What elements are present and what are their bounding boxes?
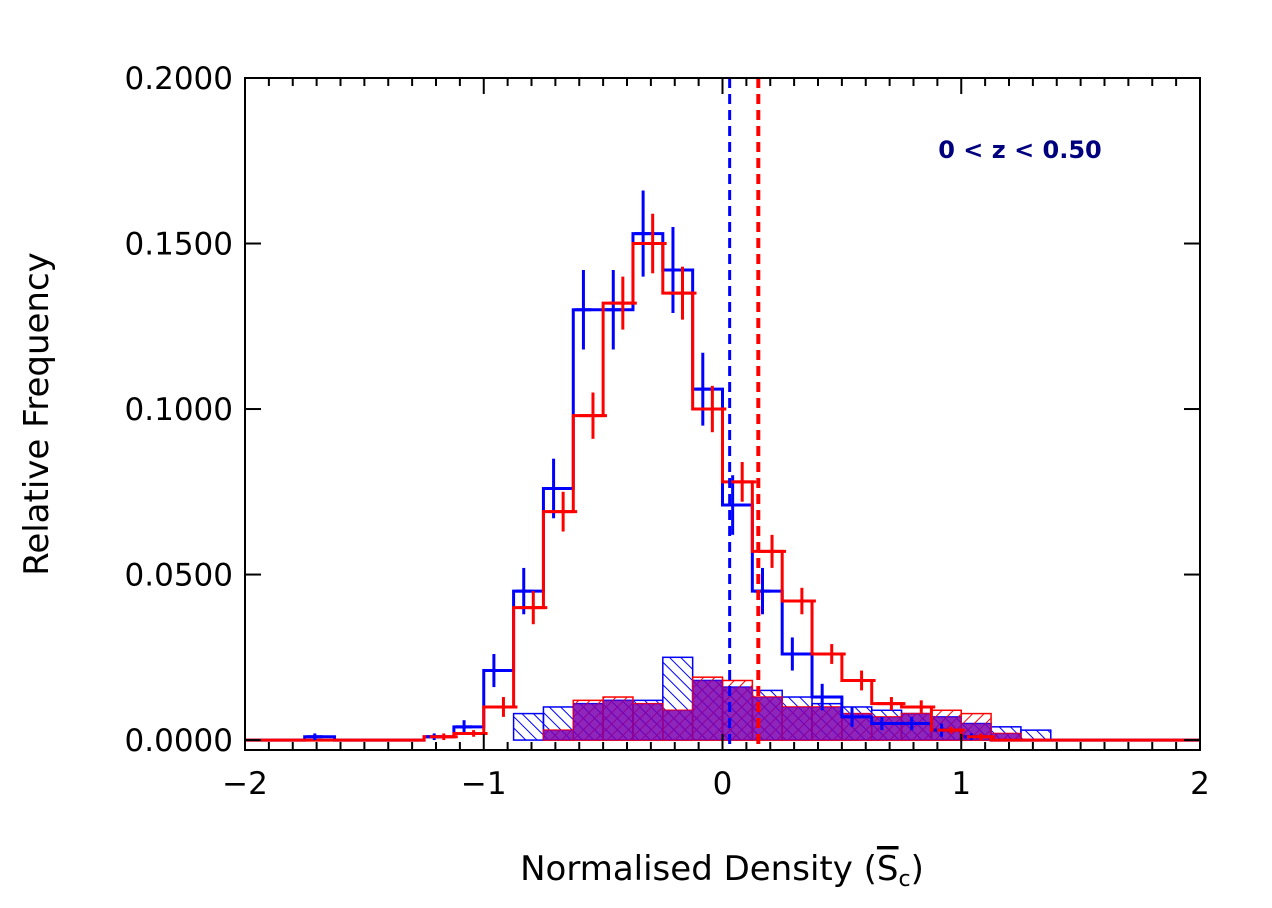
y-axis-tick-labels: 0.0000 0.0500 0.1000 0.1500 0.2000: [125, 61, 233, 759]
svg-text:Normalised Density (Sc): Normalised Density (Sc): [520, 849, 924, 892]
overlap-bar: [692, 680, 723, 741]
y-axis-ticks: [245, 77, 1200, 742]
overlap-bars: [543, 680, 1021, 741]
overlap-bar: [901, 713, 932, 741]
y-tick-label: 0.0000: [125, 723, 233, 759]
overlap-bar: [871, 716, 902, 741]
overlap-bar: [812, 706, 842, 741]
y-tick-label: 0.1000: [125, 392, 233, 428]
x-axis-title-symbol: S: [877, 849, 899, 889]
x-axis-ticks: [244, 78, 1201, 750]
median-lines: [728, 78, 761, 750]
y-axis-title: Relative Frequency: [17, 252, 57, 576]
y-tick-label: 0.0500: [125, 558, 233, 594]
overlap-bar: [662, 710, 693, 741]
y-tick-label: 0.2000: [125, 61, 233, 97]
x-axis-title-subscript: c: [899, 867, 911, 892]
blue-subset-bar: [512, 712, 545, 741]
redshift-annotation: 0 < z < 0.50: [938, 136, 1102, 164]
overlap-bar: [722, 687, 753, 741]
x-axis-title-text: Normalised Density (: [520, 849, 877, 889]
overlap-bar: [573, 703, 604, 741]
overlap-bar: [543, 730, 574, 741]
overlap-bar: [782, 706, 813, 741]
x-axis-tick-labels: −2 −1 0 1 2: [222, 766, 1210, 802]
x-tick-label: −2: [222, 766, 268, 802]
x-tick-label: 1: [951, 766, 971, 802]
overlap-bar: [931, 716, 962, 741]
overlap-bar: [632, 703, 663, 741]
overlap-bar: [603, 700, 633, 741]
x-axis-title: Normalised Density (Sc): [520, 849, 924, 892]
x-tick-label: 2: [1190, 766, 1210, 802]
y-tick-label: 0.1500: [125, 227, 233, 263]
x-tick-label: −1: [461, 766, 507, 802]
blue-error-bars: [306, 190, 980, 741]
red-error-bars: [429, 213, 995, 741]
overlap-bar: [991, 733, 1021, 741]
x-axis-title-close: ): [911, 849, 924, 889]
x-tick-label: 0: [713, 766, 733, 802]
